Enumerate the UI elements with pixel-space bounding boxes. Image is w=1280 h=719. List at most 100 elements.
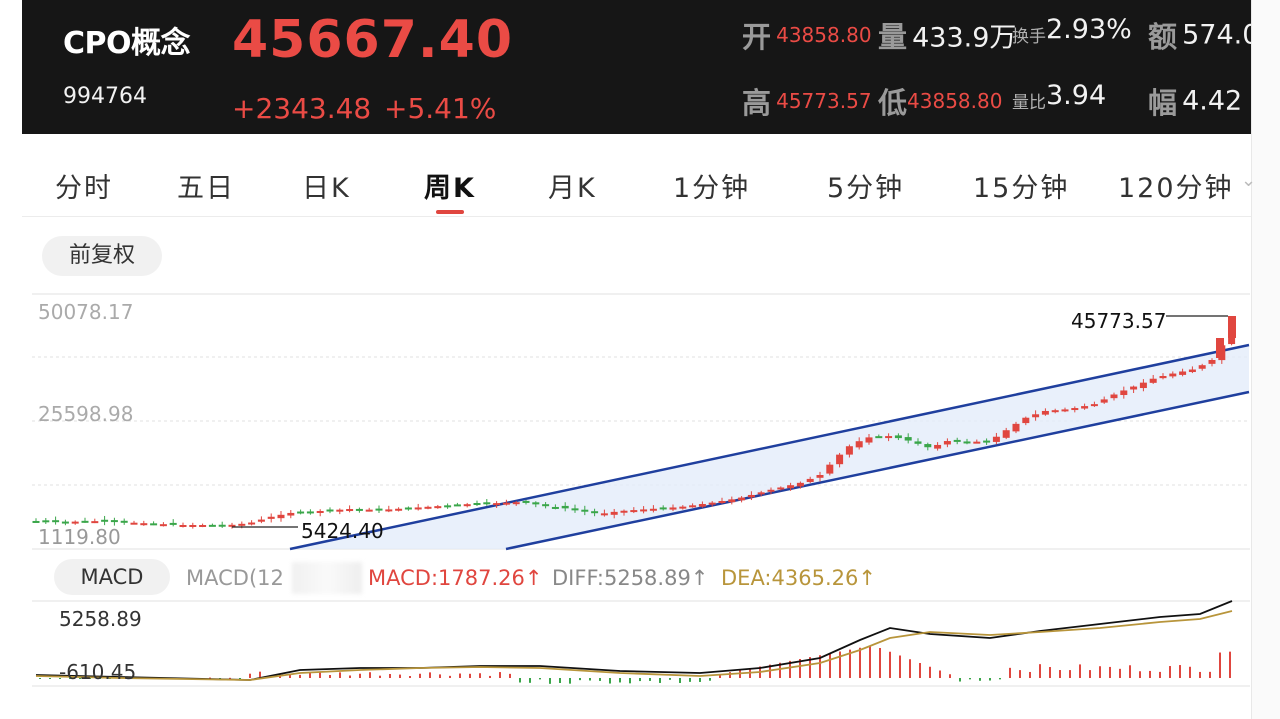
candle-body [806,478,814,483]
tab-daily-k[interactable]: 日K [302,173,351,204]
tab-5min[interactable]: 5分钟 [827,173,905,204]
candle-body [150,523,158,526]
candle-body [306,511,314,514]
candle-body [983,440,991,443]
candle-body [757,492,765,495]
candle-body [414,507,422,510]
macd-bar [719,674,721,678]
adjust-mode-button[interactable]: 前复权 [42,236,162,276]
tab-monthly-k[interactable]: 月K [548,173,597,204]
candle-body [434,506,442,509]
candle-body [679,506,687,509]
macd-bar [799,659,801,678]
macd-bar [49,678,51,679]
macd-bar [939,670,941,678]
macd-bar [289,673,291,678]
y-axis-mid-label: 25598.98 [38,402,134,426]
tab-15min[interactable]: 15分钟 [973,173,1070,204]
macd-bar [59,678,61,679]
candle-body [238,523,246,526]
macd-bar [439,674,441,678]
macd-bar [429,672,431,678]
macd-bar [519,678,521,683]
trend-channel-lower [505,390,1250,551]
stat-high: 高 45773.57 [742,86,872,120]
candle-body [894,435,902,439]
candle-body [963,441,971,444]
macd-bar [1149,670,1151,678]
macd-bar [329,674,331,678]
macd-bar [1019,670,1021,678]
candle-body [698,504,706,507]
stat-amount: 额 574.0 [1148,19,1251,55]
quote-header: CPO概念 994764 45667.40 +2343.48 +5.41% 开 … [22,0,1251,134]
tab-intraday[interactable]: 分时 [55,173,113,204]
macd-bar [319,672,321,678]
macd-bar [89,678,91,679]
candle-body [1002,430,1010,438]
stat-amplitude: 幅 4.42 [1148,85,1243,121]
candle-body [355,508,363,511]
candle-body [845,446,853,455]
candle-body [61,521,69,524]
macd-dea-line [35,610,1233,681]
macd-bar [249,673,251,678]
candle-body [1159,376,1167,379]
macd-bar [1189,666,1191,678]
candle-body [816,475,824,478]
macd-bar [779,662,781,678]
macd-bar [639,678,641,682]
trend-channel-upper [289,343,1250,551]
macd-bar [709,678,711,681]
macd-y-bottom-label: -610.45 [59,660,137,684]
macd-bar [989,678,991,681]
candle-body [473,503,481,506]
candle-body [110,520,118,523]
macd-value: MACD:1787.26↑ [368,566,543,590]
tab-five-day[interactable]: 五日 [177,173,235,204]
macd-y-top-label: 5258.89 [59,607,142,631]
macd-bar [1119,668,1121,678]
macd-bar [609,678,611,684]
macd-bar [99,678,101,679]
candle-body [542,504,550,507]
tab-1min[interactable]: 1分钟 [673,173,751,204]
macd-bar [1009,667,1011,678]
macd-bar [1169,666,1171,678]
macd-bar [659,678,661,683]
candle-body [32,520,40,523]
candle-body [179,525,187,527]
period-tabs: 分时 五日 日K 周K 月K 1分钟 5分钟 15分钟 120分钟 ⌄ [22,148,1256,217]
macd-bar [349,675,351,678]
macd-bar [339,672,341,678]
blurred-region [292,562,362,594]
macd-bar [949,674,951,678]
macd-bar [229,677,231,679]
candle-body [1149,378,1157,383]
macd-bar [729,672,731,678]
candle-body [669,507,677,510]
macd-bar [369,672,371,678]
candle-body [738,497,746,501]
macd-bar [389,674,391,678]
candle-body [522,500,530,503]
candle-body [52,520,60,523]
chevron-down-icon[interactable]: ⌄ [1241,170,1257,191]
candle-body [659,507,667,510]
macd-bar [899,655,901,678]
tab-weekly-k[interactable]: 周K [424,173,476,204]
tab-120min[interactable]: 120分钟 [1118,173,1234,204]
candle-body [904,437,912,441]
right-margin [1251,0,1280,719]
macd-bar [999,678,1001,680]
macd-bar [479,673,481,678]
macd-diff-line [35,600,1233,681]
candle-body [512,502,520,505]
dea-value: DEA:4365.26↑ [721,566,876,590]
macd-bar [299,674,301,678]
candle-body [385,509,393,512]
indicator-select-button[interactable]: MACD [54,559,170,595]
candle-body [120,520,128,523]
macd-bar [839,651,841,678]
